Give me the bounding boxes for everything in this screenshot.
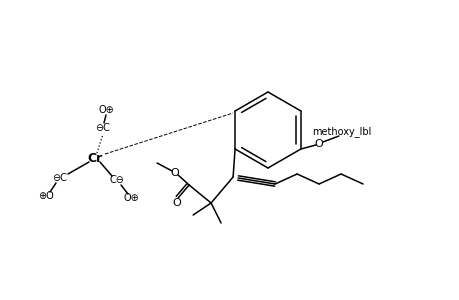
Text: O: O xyxy=(172,198,181,208)
Text: O: O xyxy=(314,139,323,149)
Text: ⊖C: ⊖C xyxy=(95,123,110,133)
Text: ⊕O: ⊕O xyxy=(38,191,54,201)
Text: Cr: Cr xyxy=(87,152,102,164)
Text: C⊖: C⊖ xyxy=(109,175,124,185)
Text: O⊕: O⊕ xyxy=(98,105,114,115)
Text: methoxy_lbl: methoxy_lbl xyxy=(312,127,371,137)
Text: O: O xyxy=(170,168,179,178)
Text: O⊕: O⊕ xyxy=(123,193,139,203)
Text: ⊖C: ⊖C xyxy=(52,173,67,183)
